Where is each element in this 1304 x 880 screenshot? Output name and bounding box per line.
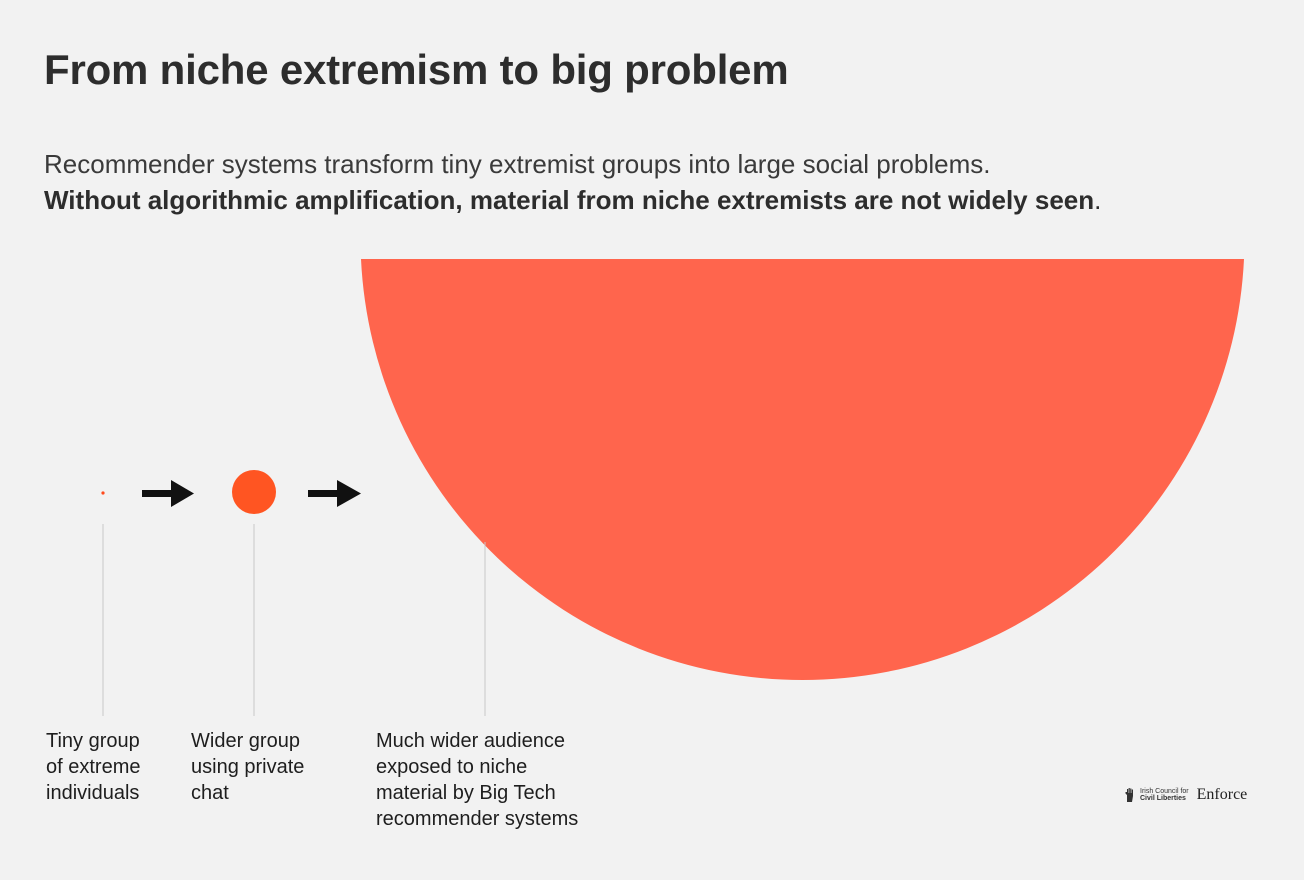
label-line: of extreme — [46, 756, 141, 778]
tiny-group-dot — [101, 491, 105, 495]
subtitle-bold-statement: Without algorithmic amplification, mater… — [44, 185, 1095, 215]
wider-group-circle — [232, 470, 276, 514]
logo-org-name: Irish Council for Civil Liberties — [1140, 788, 1189, 802]
label-line: recommender systems — [376, 808, 579, 830]
large-audience-circle — [361, 259, 1244, 680]
raised-hand-icon — [1125, 788, 1133, 802]
logo-org-line-1: Irish Council for — [1140, 788, 1189, 795]
subtitle: Recommender systems transform tiny extre… — [44, 146, 1274, 218]
stage-label-much-wider-audience: Much wider audience exposed to niche mat… — [376, 728, 578, 832]
label-line: individuals — [46, 782, 140, 804]
label-line: Wider group — [191, 730, 300, 752]
label-line: material by Big Tech — [376, 782, 556, 804]
subtitle-line-1: Recommender systems transform tiny extre… — [44, 149, 991, 179]
label-line: Tiny group — [46, 730, 140, 752]
page-title: From niche extremism to big problem — [44, 46, 789, 93]
subtitle-period: . — [1094, 185, 1102, 215]
stage-label-tiny-group: Tiny group of extreme individuals — [46, 728, 140, 806]
arrow-right-icon — [142, 480, 194, 507]
iccl-enforce-logo: Irish Council for Civil Liberties Enforc… — [1124, 786, 1247, 804]
label-line: chat — [191, 782, 229, 804]
label-line: exposed to niche — [376, 756, 528, 778]
arrow-right-icon — [308, 480, 361, 507]
logo-brand: Enforce — [1196, 786, 1248, 803]
stage-label-wider-group: Wider group using private chat — [191, 728, 304, 806]
label-line: Much wider audience — [376, 730, 565, 752]
subtitle-line-2: Without algorithmic amplification, mater… — [44, 182, 1274, 218]
label-line: using private — [191, 756, 305, 778]
logo-org-line-2: Civil Liberties — [1140, 795, 1186, 802]
